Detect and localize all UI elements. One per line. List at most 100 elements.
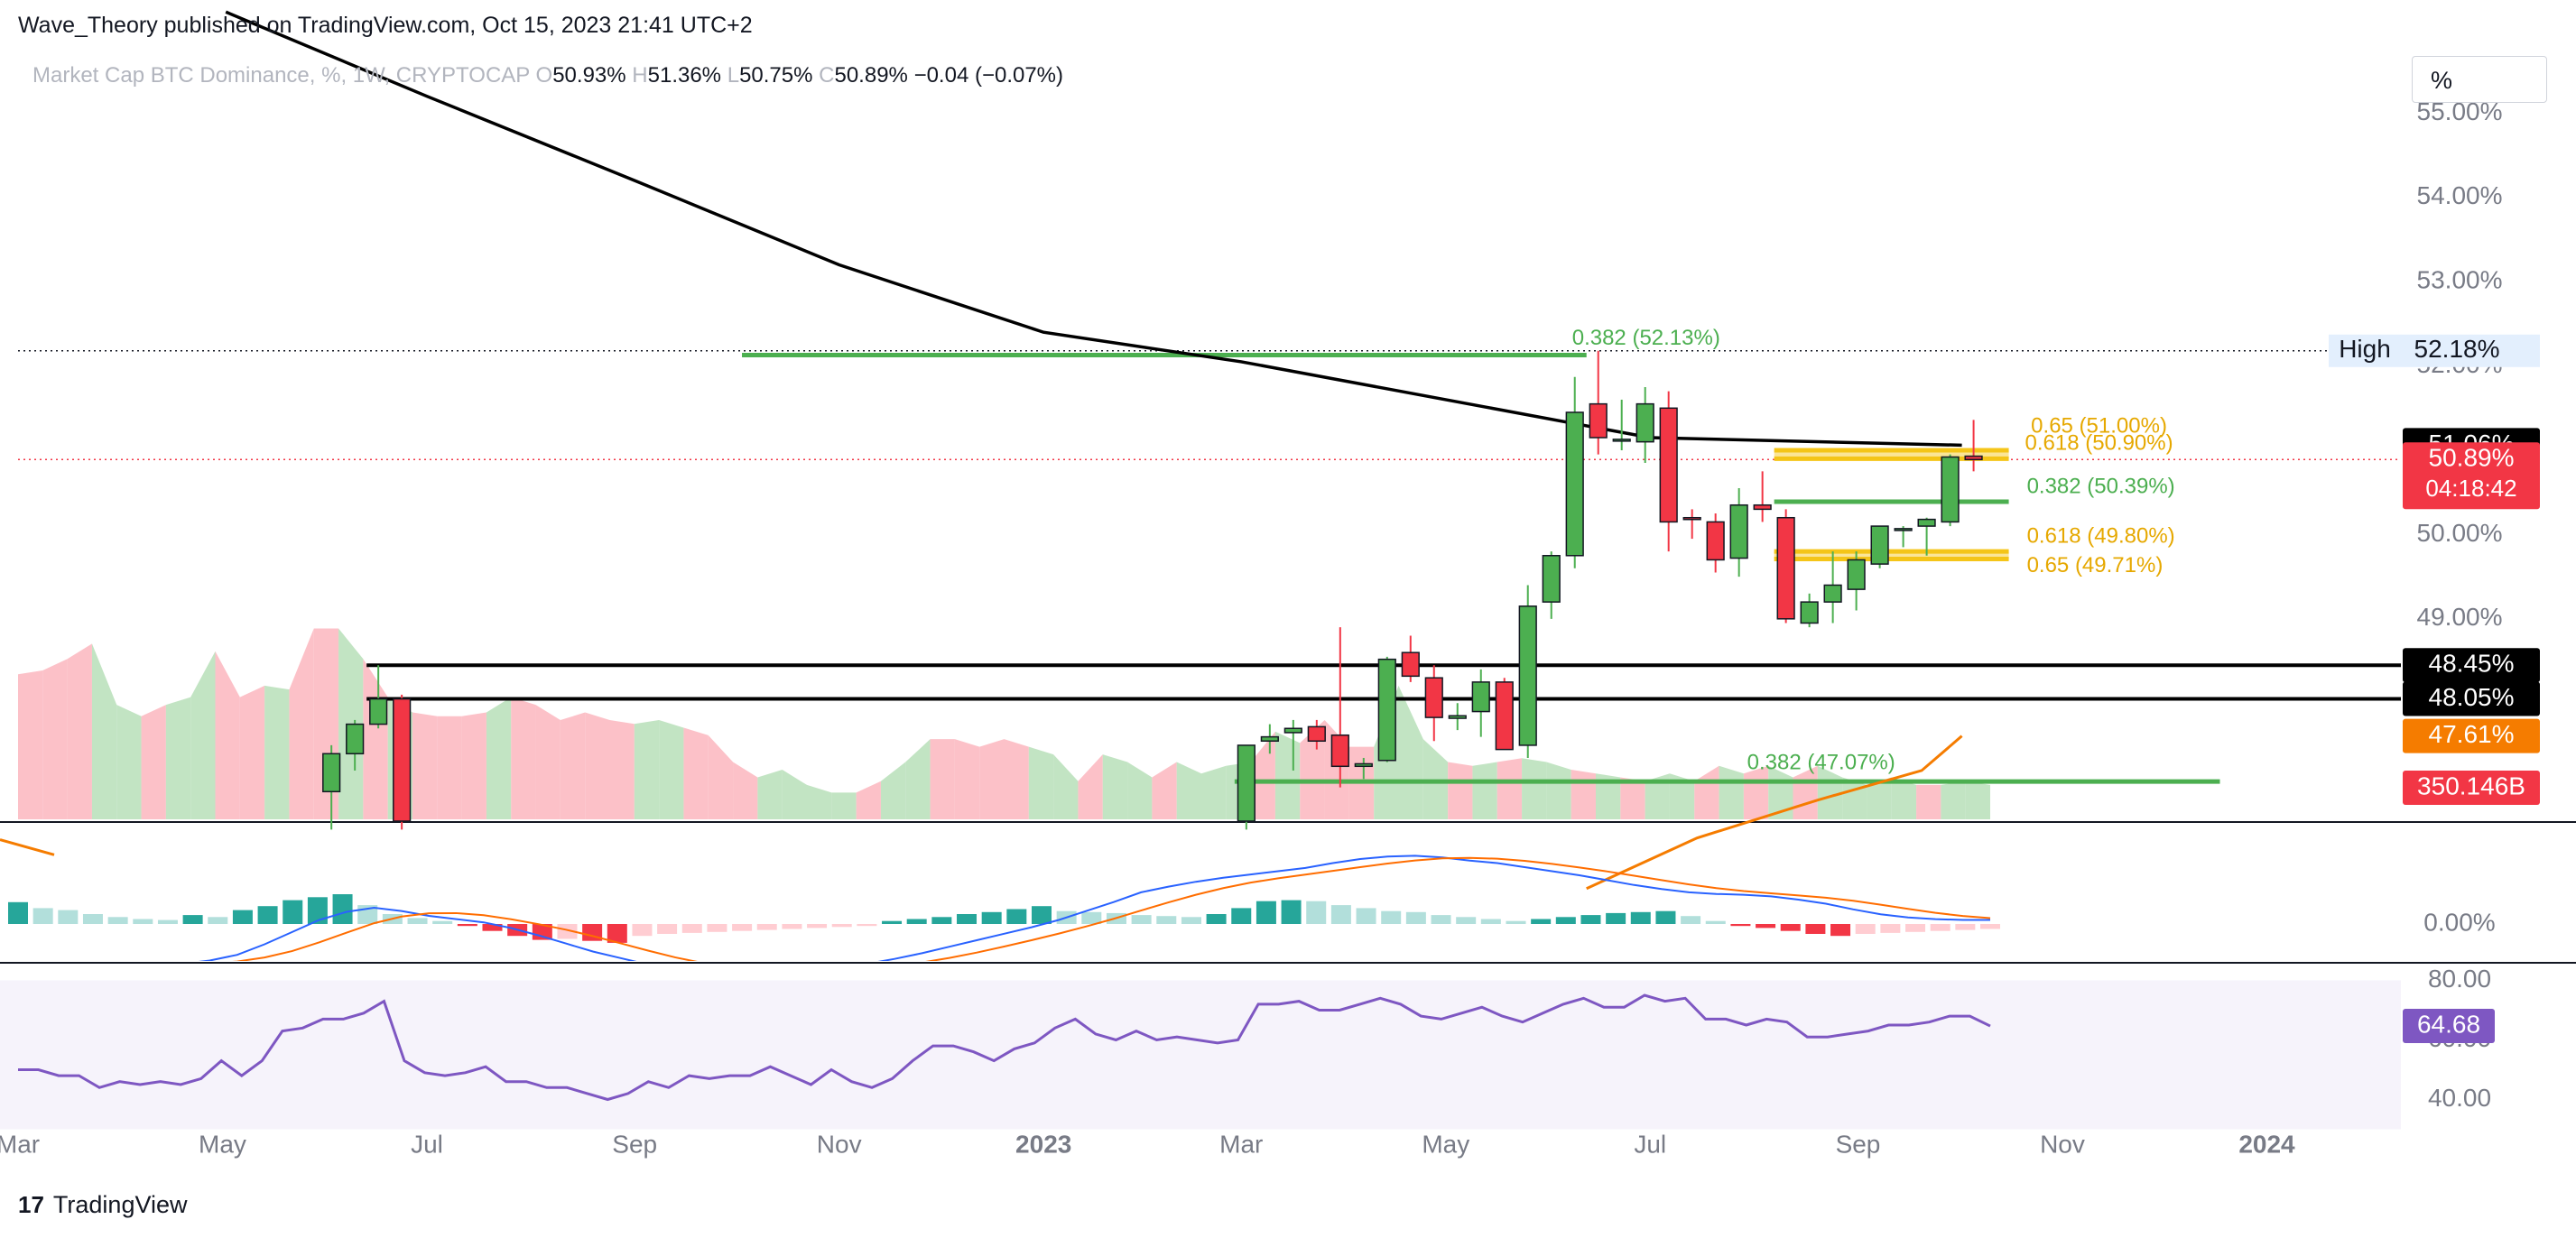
macd-histogram-bar [1655, 910, 1676, 924]
candle-body [1424, 677, 1443, 718]
macd-histogram-bar [432, 920, 453, 924]
candle-down [1964, 420, 1983, 472]
volume-area-down [215, 651, 240, 819]
macd-histogram-bar [1805, 924, 1826, 934]
legend-change: −0.04 (−0.07%) [913, 63, 1064, 88]
candle-body [1589, 402, 1608, 439]
macd-histogram-bar [32, 908, 53, 924]
volume-area-down [18, 670, 43, 819]
candle-body [1377, 658, 1396, 762]
candle-body [1612, 439, 1631, 442]
macd-histogram-bar [957, 914, 978, 924]
volume-area-up [905, 739, 931, 819]
macd-histogram-bar [1081, 911, 1102, 924]
high-marker-value: 52.18% [2414, 335, 2500, 363]
volume-area-up [1669, 773, 1695, 819]
volume-area-down [1916, 784, 1941, 819]
macd-histogram-bar [1606, 912, 1626, 924]
volume-area-up [1941, 781, 1966, 819]
candle-body [1518, 605, 1537, 746]
volume-area-down [511, 697, 536, 819]
price-axis-tick: 49.00% [2417, 603, 2503, 631]
high-marker-label: High [2339, 335, 2391, 363]
macd-histogram-bar [1830, 924, 1851, 937]
macd-histogram-bar [1555, 917, 1576, 924]
macd-histogram-bar [407, 918, 428, 924]
candle-down [1682, 509, 1701, 540]
volume-area-down [1004, 739, 1029, 819]
candle-up [1823, 551, 1842, 624]
volume-area-up [1053, 754, 1079, 819]
candle-up [1518, 585, 1537, 758]
macd-histogram-bar [607, 924, 627, 943]
price-tag: 47.61% [2403, 718, 2540, 753]
macd-histogram-bar [857, 924, 877, 927]
price-tag: 48.45% [2403, 648, 2540, 683]
volume-area-down [585, 712, 610, 819]
percent-scale-button[interactable]: % [2412, 56, 2547, 103]
rsi-axis-tick: 40.00 [2428, 1084, 2491, 1112]
macd-line [198, 855, 1990, 961]
volume-area-up [659, 720, 684, 819]
candle-down [1776, 509, 1795, 624]
volume-area-down [856, 781, 881, 819]
macd-histogram-bar [1531, 919, 1552, 924]
volume-area-down [437, 716, 462, 819]
candle-up [1870, 525, 1889, 568]
volume-area-up [831, 792, 857, 819]
volume-area-up [1472, 762, 1497, 819]
macd-histogram-bar [1955, 924, 1976, 930]
candle-down [1424, 665, 1443, 742]
macd-histogram-bar [1431, 915, 1451, 924]
fib-level-label: 0.65 (51.00%) [2031, 413, 2167, 438]
macd-histogram-bar [1231, 908, 1252, 924]
volume-area-up [807, 784, 832, 819]
macd-histogram-bar [1756, 924, 1776, 928]
volume-area-up [116, 705, 142, 819]
candle-body [1964, 455, 1983, 461]
fib-level-label: 0.382 (47.07%) [1747, 750, 1895, 774]
macd-histogram-bar [732, 924, 753, 931]
candle-body [1330, 734, 1349, 768]
time-axis-tick: May [1422, 1130, 1469, 1158]
volume-area-up [1127, 762, 1153, 819]
macd-histogram-bar [1580, 915, 1601, 924]
candle-body [393, 698, 412, 822]
volume-area-down [954, 739, 980, 819]
volume-area-down [1078, 754, 1103, 819]
candle-body [1847, 559, 1866, 590]
price-tag-value: 48.45% [2429, 650, 2515, 678]
macd-histogram-bar [1980, 924, 2000, 929]
volume-area-up [1422, 739, 1449, 819]
candle-body [346, 723, 365, 755]
macd-histogram-bar [831, 924, 852, 928]
fib-level-label: 0.618 (49.80%) [2027, 523, 2175, 548]
tradingview-logo[interactable]: 17 TradingView [18, 1191, 188, 1219]
macd-histogram-bar [208, 917, 228, 924]
candle-up [1917, 517, 1936, 556]
candle-up [1237, 744, 1256, 830]
candle-body [1635, 402, 1654, 443]
macd-histogram-bar [257, 906, 278, 924]
candle-body [1659, 407, 1678, 523]
macd-histogram-bar [782, 924, 802, 929]
macd-histogram-bar [457, 924, 477, 927]
rsi-value-label: 64.68 [2417, 1010, 2480, 1038]
time-axis-tick: Mar [0, 1130, 40, 1158]
volume-area-down [412, 712, 438, 819]
candle-body [1471, 681, 1490, 713]
macd-histogram-bar [157, 919, 178, 924]
candle-body [1448, 715, 1467, 719]
candle-body [1565, 411, 1584, 557]
time-axis-tick: Sep [1836, 1130, 1881, 1158]
series-legend[interactable]: Market Cap BTC Dominance, %, 1W, CRYPTOC… [32, 63, 1063, 88]
publisher-line: Wave_Theory published on TradingView.com… [18, 13, 753, 38]
candle-body [1776, 516, 1795, 620]
candle-up [1800, 593, 1819, 628]
macd-histogram-bar [1330, 905, 1351, 924]
macd-histogram-bar [1456, 917, 1477, 924]
volume-area-up [1398, 685, 1423, 819]
macd-histogram-bar [1356, 908, 1376, 924]
macd-histogram-bar [1681, 916, 1701, 924]
macd-histogram-bar [1855, 924, 1876, 934]
